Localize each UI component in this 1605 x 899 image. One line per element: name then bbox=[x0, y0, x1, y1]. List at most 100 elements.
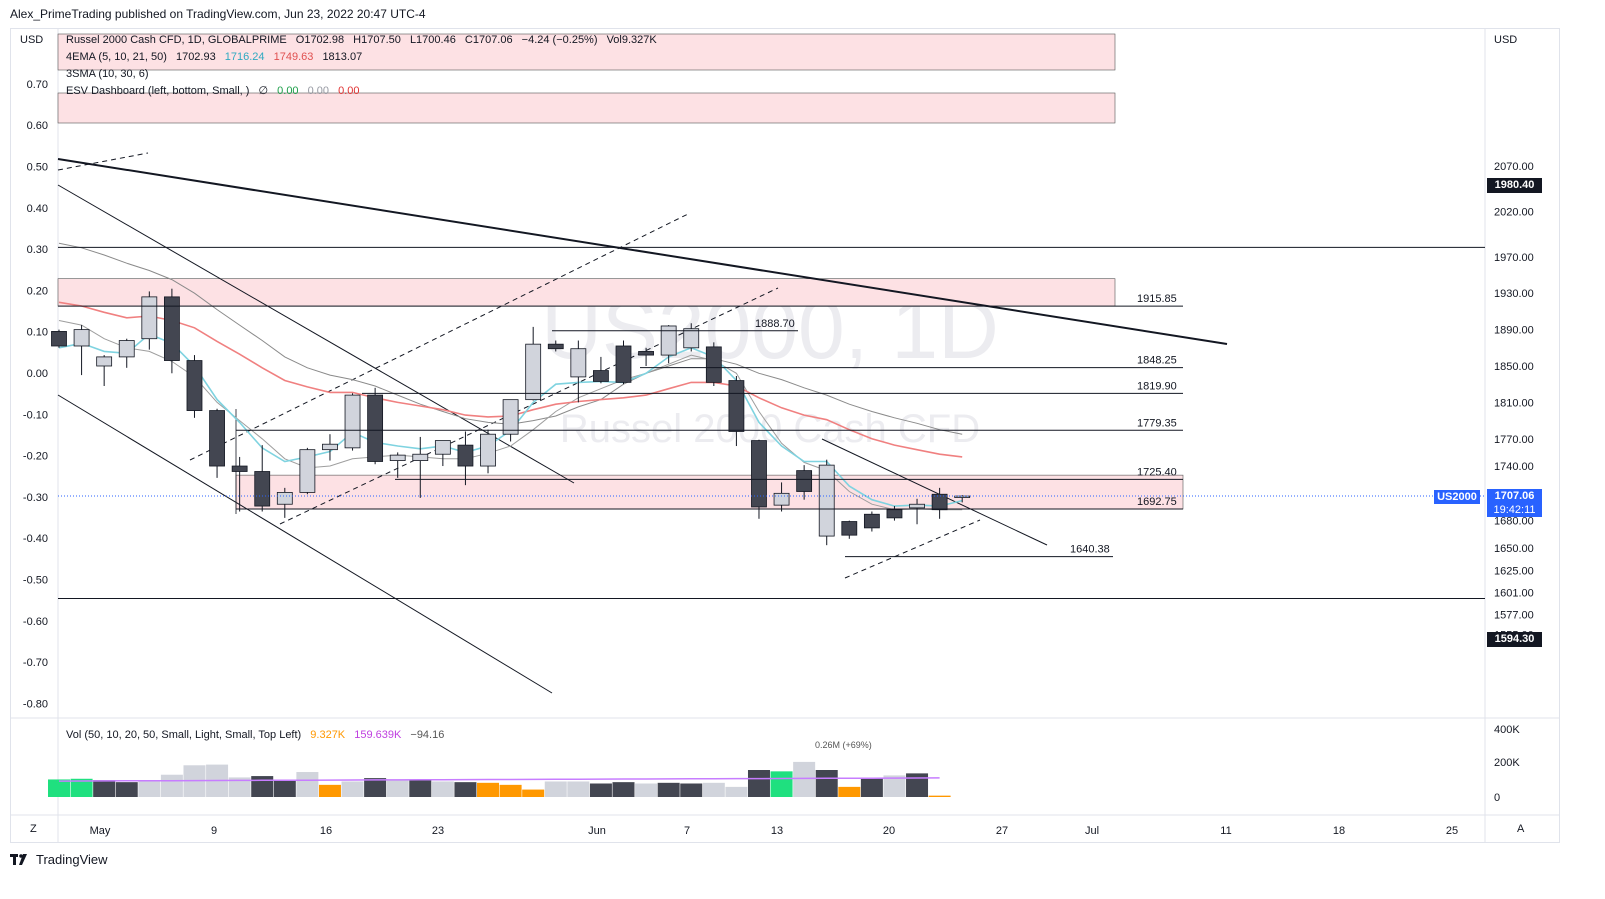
candle-body bbox=[209, 410, 225, 467]
candle bbox=[367, 387, 384, 465]
main-downtrend-line bbox=[57, 158, 1228, 345]
right-axis-tick: 1680.00 bbox=[1494, 516, 1534, 528]
volume-bar bbox=[928, 795, 951, 797]
right-axis-tick: 1650.00 bbox=[1494, 543, 1534, 555]
candle bbox=[480, 429, 496, 474]
candle-body bbox=[186, 360, 203, 411]
low-level-badge: 1594.30 bbox=[1487, 632, 1542, 647]
dashed-upper-stub bbox=[57, 152, 149, 171]
candle bbox=[389, 452, 406, 478]
legend-esv-line[interactable]: ESV Dashboard (left, bottom, Small, ) ∅ … bbox=[66, 84, 366, 97]
volume-bar bbox=[567, 781, 590, 797]
candle bbox=[683, 323, 700, 352]
candle-body bbox=[389, 454, 406, 461]
candle-body bbox=[344, 394, 361, 449]
legend-open: O1702.98 bbox=[295, 34, 345, 46]
candle bbox=[502, 399, 519, 442]
candle-body bbox=[525, 343, 542, 401]
chart-frame bbox=[10, 28, 1560, 843]
candle bbox=[344, 393, 361, 451]
legend-volume-line[interactable]: Vol (50, 10, 20, 50, Small, Light, Small… bbox=[66, 729, 450, 741]
volume-bar bbox=[522, 789, 545, 797]
candle bbox=[163, 288, 180, 374]
volume-bar bbox=[860, 778, 883, 797]
volume-bar bbox=[160, 774, 183, 797]
legend-sma-line[interactable]: 3SMA (10, 30, 6) bbox=[66, 68, 155, 80]
candle-body bbox=[796, 470, 813, 492]
level-label: 1819.90 bbox=[1137, 380, 1177, 392]
candle bbox=[841, 520, 858, 539]
volume-bar bbox=[883, 775, 906, 797]
candle-body bbox=[276, 492, 293, 505]
candle bbox=[299, 447, 316, 495]
candle-body bbox=[863, 513, 880, 529]
candle bbox=[863, 511, 880, 532]
candle bbox=[615, 340, 632, 385]
legend-symbol: Russel 2000 Cash CFD, 1D, GLOBALPRIME bbox=[66, 34, 287, 46]
x-axis-tick: 25 bbox=[1446, 825, 1458, 837]
volume-bar bbox=[70, 778, 93, 797]
volume-bar bbox=[815, 770, 838, 797]
volume-axis-tick: 400K bbox=[1494, 724, 1520, 736]
candle-body bbox=[254, 471, 271, 507]
candle-body bbox=[141, 296, 158, 340]
rising-channel-upper bbox=[189, 213, 689, 461]
level-label: 1640.38 bbox=[1070, 544, 1110, 556]
left-axis-tick: -0.30 bbox=[23, 492, 48, 504]
legend-symbol-line: Russel 2000 Cash CFD, 1D, GLOBALPRIME O1… bbox=[66, 34, 663, 46]
candle-body bbox=[705, 346, 722, 383]
candle bbox=[231, 456, 248, 512]
legend-ema-value-1: 1702.93 bbox=[175, 51, 216, 63]
candle-body bbox=[231, 465, 248, 472]
footer-logo[interactable]: TradingView bbox=[10, 852, 108, 867]
right-axis-tick: 1770.00 bbox=[1494, 434, 1534, 446]
volume-bar bbox=[318, 784, 341, 797]
left-axis-tick: 0.70 bbox=[27, 79, 48, 91]
candle bbox=[412, 436, 429, 498]
right-axis-tick: 2020.00 bbox=[1494, 206, 1534, 218]
candle bbox=[322, 434, 338, 461]
volume-bar bbox=[341, 781, 364, 797]
support-zone bbox=[235, 474, 1184, 510]
candle-body bbox=[118, 340, 135, 358]
legend-high: H1707.50 bbox=[353, 34, 401, 46]
candle bbox=[525, 326, 542, 401]
x-axis-tick: 7 bbox=[684, 825, 690, 837]
candle-body bbox=[457, 444, 474, 467]
axis-layer: 2070.002020.001970.001930.001890.001850.… bbox=[23, 79, 1534, 837]
legend-vol-value-2: 159.639K bbox=[354, 729, 402, 741]
candle bbox=[909, 498, 925, 525]
candle-body bbox=[660, 325, 677, 356]
last-price-badge: 1707.06 bbox=[1487, 489, 1542, 503]
volume-bar bbox=[296, 772, 319, 797]
volume-bar bbox=[409, 779, 432, 797]
candle-body bbox=[751, 440, 767, 508]
candle bbox=[434, 440, 451, 467]
legend-vol-value-1: 9.327K bbox=[310, 729, 346, 741]
volume-bar bbox=[477, 782, 500, 797]
candle bbox=[570, 340, 587, 403]
candle bbox=[593, 356, 609, 384]
candle-body bbox=[683, 328, 700, 349]
candle-body bbox=[502, 399, 519, 435]
timezone-button[interactable]: Z bbox=[30, 823, 37, 835]
x-axis-tick: Jun bbox=[588, 825, 606, 837]
volume-bar bbox=[228, 777, 251, 797]
legend-ema-line[interactable]: 4EMA (5, 10, 21, 50) 1702.93 1716.24 174… bbox=[66, 51, 368, 63]
left-axis-tick: -0.20 bbox=[23, 451, 48, 463]
auto-scale-button[interactable]: A bbox=[1517, 823, 1525, 835]
candle-body bbox=[51, 331, 67, 347]
level-label: 1725.40 bbox=[1137, 466, 1177, 478]
rising-support-line bbox=[844, 519, 981, 579]
volume-bar bbox=[273, 780, 296, 797]
volume-bar bbox=[48, 779, 70, 797]
volume-bar bbox=[251, 776, 274, 797]
resistance-zone bbox=[57, 278, 1116, 307]
volume-bar bbox=[725, 786, 748, 797]
candle-body bbox=[73, 329, 90, 347]
legend-ema-value-3: 1749.63 bbox=[273, 51, 314, 63]
legend-close: C1707.06 bbox=[464, 34, 513, 46]
x-axis-tick: 9 bbox=[211, 825, 217, 837]
candle bbox=[638, 347, 654, 366]
